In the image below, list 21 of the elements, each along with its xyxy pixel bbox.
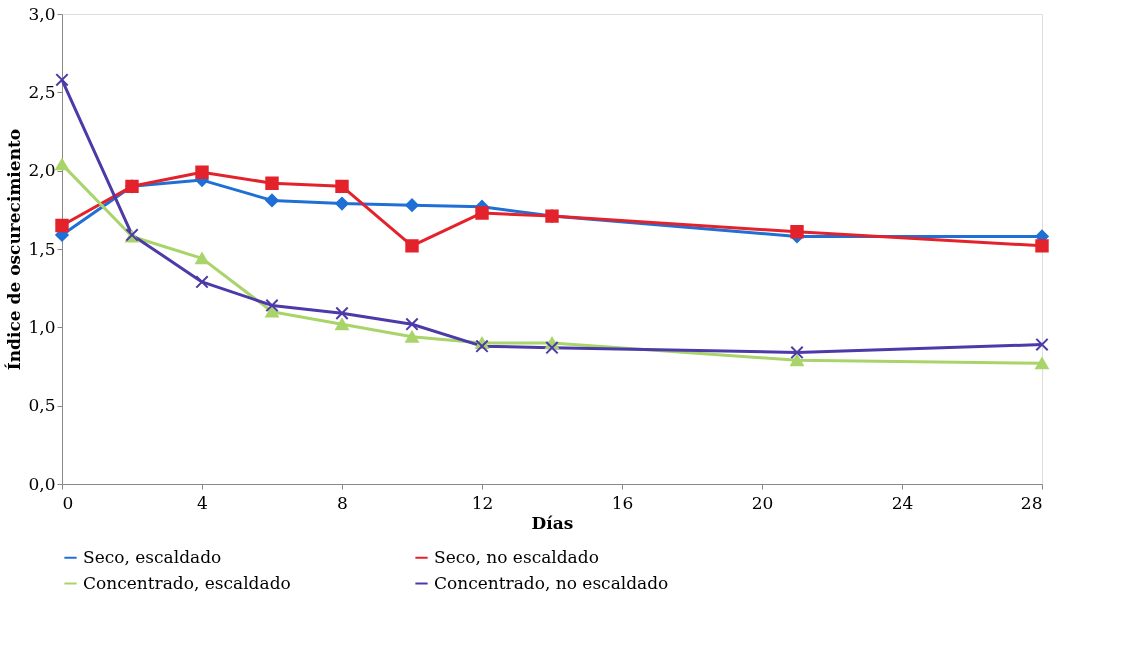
x-axis-title: Días (531, 512, 574, 533)
legend-label: Seco, escaldado (83, 546, 222, 567)
y-tick-label: 3,0 (28, 3, 56, 24)
y-tick-label: 2,5 (28, 81, 56, 102)
x-tick-label: 20 (751, 492, 774, 513)
y-tick-label: 2,0 (28, 160, 56, 181)
x-tick-label: 0 (62, 492, 74, 513)
y-tick-label: 0,0 (28, 473, 56, 494)
x-tick-label: 4 (197, 492, 208, 513)
x-tick-label: 28 (1020, 492, 1043, 513)
legend-label: Concentrado, no escaldado (434, 572, 669, 593)
y-tick-label: 1,0 (28, 316, 56, 337)
legend-label: Concentrado, escaldado (83, 572, 291, 593)
x-tick-label: 24 (891, 492, 914, 513)
legend-label: Seco, no escaldado (434, 546, 599, 567)
x-tick-label: 8 (337, 492, 348, 513)
y-tick-label: 0,5 (28, 395, 56, 416)
y-axis-title: Índice de oscurecimiento (4, 128, 25, 371)
x-tick-label: 12 (471, 492, 494, 513)
y-tick-label: 1,5 (28, 238, 56, 259)
x-tick-label: 16 (611, 492, 634, 513)
